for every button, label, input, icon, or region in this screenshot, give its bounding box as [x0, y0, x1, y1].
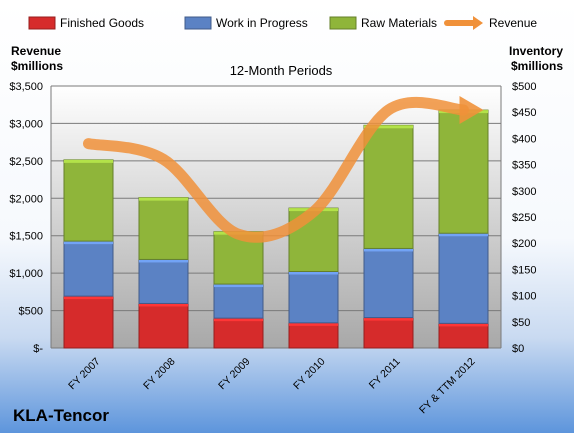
legend: Finished Goods Work in Progress Raw Materi…: [28, 16, 537, 30]
bar-segment: [138, 258, 189, 304]
bar-segment-highlight: [439, 233, 488, 237]
right-tick-label: $300: [512, 186, 536, 198]
bar-segment-highlight: [64, 296, 113, 300]
left-tick-label: $500: [19, 306, 43, 318]
right-tick-label: $500: [512, 81, 536, 93]
legend-label-revenue: Revenue: [489, 16, 537, 30]
left-tick-label: $3,500: [9, 81, 43, 93]
bar-segment: [63, 159, 114, 242]
legend-label: Work in Progress: [216, 16, 308, 30]
left-axis-ticks: $- $500 $1,000 $1,500 $2,000 $2,500 $3,000 $3,5…: [9, 81, 43, 355]
bar-segment-highlight: [364, 317, 413, 321]
revenue-line: [83, 95, 484, 243]
left-tick-label: $2,500: [9, 156, 43, 168]
right-tick-label: $400: [512, 133, 536, 145]
gridlines: [50, 85, 502, 349]
revenue-line-path: [83, 96, 469, 243]
legend-swatch: [28, 16, 56, 30]
right-tick-label: $150: [512, 264, 536, 276]
revenue-line-arrowhead: [459, 95, 484, 124]
chart-subtitle: 12-Month Periods: [230, 63, 333, 78]
bar-segment: [63, 240, 114, 297]
legend-label: Raw Materials: [361, 16, 437, 30]
plot-area: [51, 86, 501, 348]
right-axis-label-line2: $millions: [511, 59, 563, 73]
bar-segment-highlight: [364, 125, 413, 129]
right-tick-label: $200: [512, 238, 536, 250]
bar-stacks: [63, 109, 489, 349]
bar-segment: [288, 270, 339, 324]
bar-segment: [63, 295, 114, 349]
legend-swatch: [329, 16, 357, 30]
bar-segment-highlight: [139, 197, 188, 201]
right-axis-label-line1: Inventory: [509, 44, 563, 58]
bar-segment: [138, 197, 189, 260]
bar-segment-highlight: [289, 271, 338, 275]
bar-segment: [363, 124, 414, 249]
left-tick-label: $1,000: [9, 268, 43, 280]
legend-arrow-revenue: [473, 16, 483, 30]
bar-segment: [363, 247, 414, 319]
right-tick-label: $250: [512, 212, 536, 224]
left-tick-label: $2,000: [9, 193, 43, 205]
right-tick-label: $0: [512, 343, 524, 355]
bar-segment-highlight: [214, 318, 263, 322]
bar-segment-highlight: [64, 241, 113, 245]
bar-segment-highlight: [139, 259, 188, 263]
bar-segment: [438, 322, 489, 349]
left-tick-label: $-: [33, 343, 43, 355]
company-name: KLA-Tencor: [13, 406, 109, 425]
left-axis-label-line1: Revenue: [11, 44, 61, 58]
bar-segment: [288, 322, 339, 349]
bar-segment: [138, 302, 189, 349]
bar-segment-highlight: [64, 159, 113, 163]
right-tick-label: $350: [512, 160, 536, 172]
right-tick-label: $50: [512, 317, 530, 329]
bar-segment-highlight: [364, 248, 413, 252]
legend-label: Finished Goods: [60, 16, 144, 30]
right-tick-label: $100: [512, 291, 536, 303]
left-tick-label: $1,500: [9, 231, 43, 243]
left-tick-label: $3,000: [9, 118, 43, 130]
bar-segment-highlight: [214, 284, 263, 288]
bar-segment-highlight: [289, 322, 338, 326]
bar-segment-highlight: [439, 323, 488, 327]
bar-segment-highlight: [139, 303, 188, 307]
right-axis-ticks: $0 $50 $100 $150 $200 $250 $300 $350 $400 $450 $50…: [512, 81, 536, 355]
legend-swatch: [184, 16, 212, 30]
bar-segment: [213, 283, 264, 319]
left-axis-label-line2: $millions: [11, 59, 63, 73]
right-tick-label: $450: [512, 107, 536, 119]
bar-segment: [363, 317, 414, 349]
bar-segment: [438, 232, 489, 324]
bar-segment: [438, 109, 489, 234]
bar-segment: [213, 317, 264, 349]
